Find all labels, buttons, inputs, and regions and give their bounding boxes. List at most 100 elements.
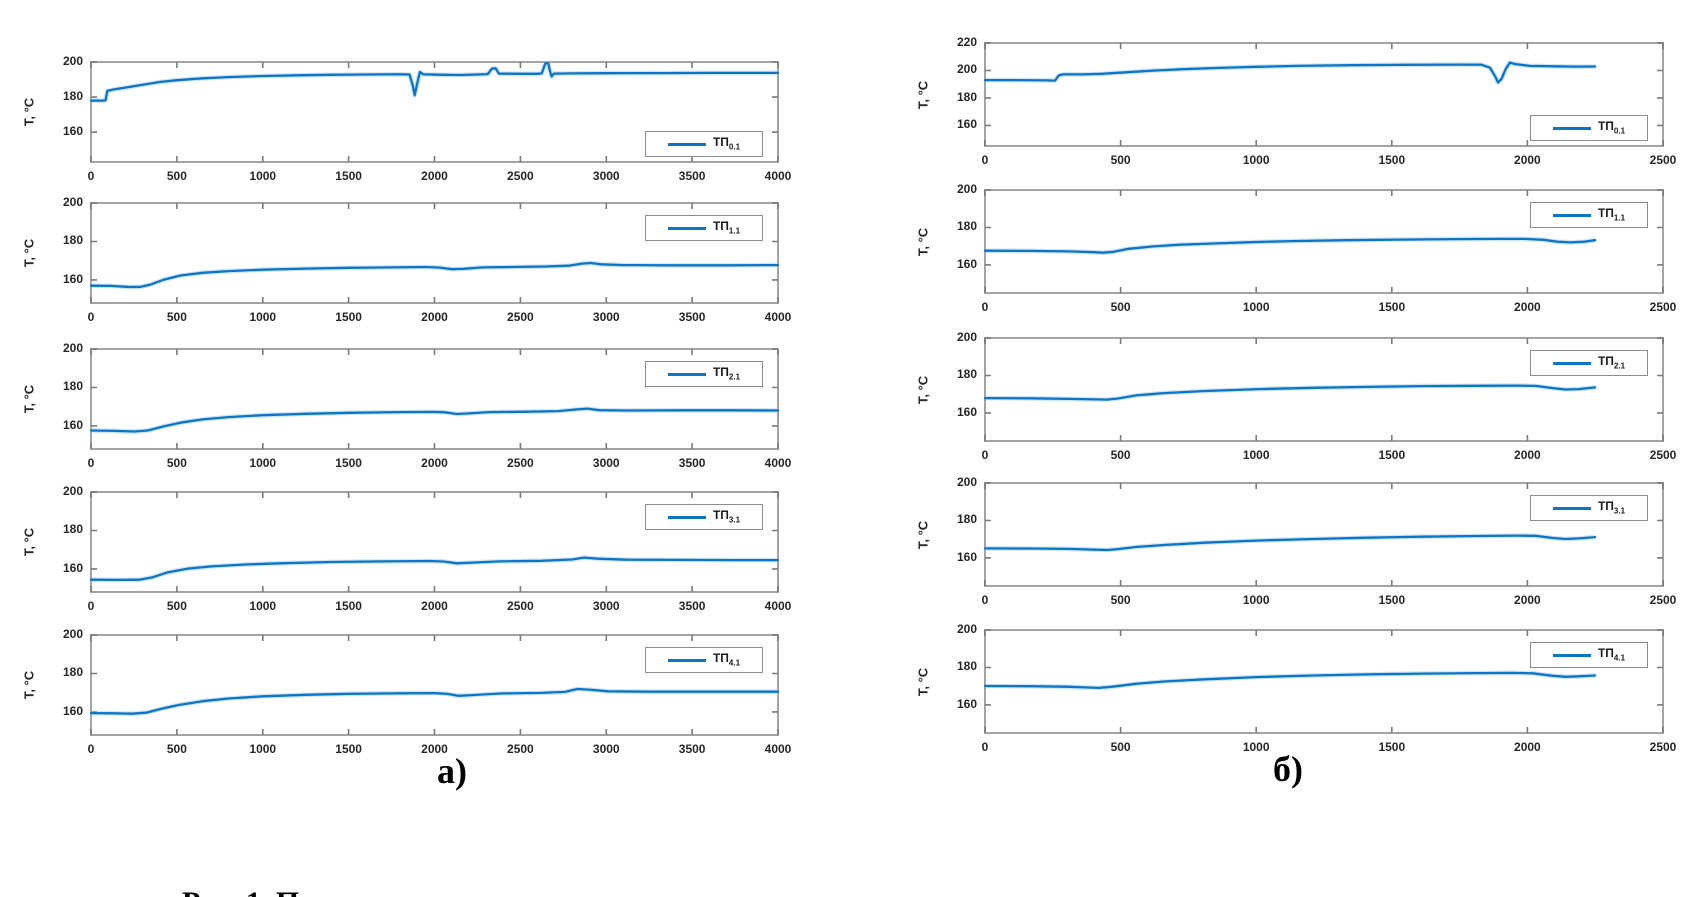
x-tick-label: 0 [981,300,989,314]
legend-label: ТП3.1 [712,508,741,525]
x-tick-label: 500 [166,742,187,756]
x-tick-label: 4000 [764,599,792,613]
y-tick-label: 180 [62,233,83,248]
x-tick-label: 1000 [249,169,277,183]
x-tick-label: 1000 [1242,593,1270,607]
y-tick-label: 200 [62,627,83,641]
x-tick-label: 1500 [335,310,362,324]
y-axis-label: T, °C [915,375,931,404]
caption-text: Рис. 1. П [182,886,602,897]
x-tick-label: 0 [981,153,989,167]
x-tick-label: 2000 [1514,740,1541,754]
x-tick-label: 1000 [1242,740,1270,754]
x-tick-label: 3000 [592,310,620,324]
y-tick-label: 180 [62,379,83,394]
legend-line-sample [667,372,706,376]
x-tick-label: 2000 [1514,300,1541,314]
legend-label: ТП0.1 [1597,119,1626,136]
x-tick-label: 2500 [1649,593,1677,607]
tick-marks [90,348,779,449]
temperature-trace [983,61,1597,84]
legend-label: ТП1.1 [1597,206,1626,223]
temperature-trace [89,61,780,102]
tick-marks [984,189,1664,293]
y-tick-label: 160 [956,404,977,419]
x-tick-label: 2500 [507,169,534,183]
y-tick-label: 160 [956,256,977,271]
legend-box: ТП4.1 [645,647,763,673]
y-axis-label: T, °C [21,97,37,127]
y-axis-label: T, °C [21,238,37,268]
legend-label: ТП4.1 [1597,646,1626,663]
temperature-trace [89,687,780,715]
y-tick-label: 180 [956,659,977,674]
x-tick-label: 2500 [1649,153,1677,167]
y-axis-label: T, °C [21,670,37,700]
tick-marks [984,337,1664,441]
legend-box: ТП1.1 [1530,202,1648,228]
temperature-trace [89,407,780,433]
legend-line-sample [1552,506,1591,510]
x-tick-label: 3500 [678,456,706,470]
legend-box: ТП3.1 [1530,495,1648,521]
legend-line-sample [1552,213,1591,217]
x-tick-label: 1500 [1378,593,1406,607]
legend-box: ТП1.1 [645,215,763,241]
x-tick-label: 0 [981,593,989,607]
x-tick-label: 500 [1110,740,1131,754]
x-tick-label: 0 [87,456,95,470]
legend-label: ТП3.1 [1597,499,1626,516]
y-tick-label: 160 [62,124,83,139]
y-tick-label: 180 [956,512,977,527]
y-tick-label: 160 [62,703,83,718]
legend-line-sample [667,658,706,662]
temperature-trace [983,534,1597,552]
tick-marks [984,482,1664,586]
temperature-trace [89,556,780,582]
y-tick-label: 200 [956,475,977,489]
x-tick-label: 3000 [592,456,620,470]
x-tick-label: 3500 [678,169,706,183]
x-tick-label: 500 [1110,300,1131,314]
x-tick-label: 4000 [764,742,792,756]
x-tick-label: 2000 [421,456,448,470]
legend-label: ТП1.1 [712,219,741,236]
legend-box: ТП4.1 [1530,642,1648,668]
x-tick-label: 3500 [678,599,706,613]
x-tick-label: 3000 [592,599,620,613]
y-tick-label: 200 [62,341,83,355]
x-tick-label: 1500 [335,599,362,613]
x-tick-label: 2000 [1514,153,1541,167]
legend-box: ТП2.1 [645,361,763,387]
y-tick-label: 160 [62,560,83,575]
temperature-trace [983,384,1597,401]
y-tick-label: 200 [62,484,83,498]
x-tick-label: 500 [166,599,187,613]
x-tick-label: 4000 [764,456,792,470]
y-axis-label: T, °C [915,80,931,109]
x-tick-label: 0 [981,448,989,462]
tick-marks [90,202,779,303]
x-tick-label: 3500 [678,310,706,324]
y-axis-label: T, °C [21,527,37,557]
x-tick-label: 2000 [421,169,448,183]
x-tick-label: 500 [166,456,187,470]
x-tick-label: 1000 [249,310,277,324]
legend-label: ТП0.1 [712,135,741,152]
subplot-b-3 [983,337,1664,442]
legend-label: ТП2.1 [712,365,741,382]
legend-line-sample [667,142,706,146]
legend-box: ТП0.1 [645,131,763,157]
x-tick-label: 500 [166,310,187,324]
x-tick-label: 0 [87,599,95,613]
legend-box: ТП0.1 [1530,115,1648,141]
x-tick-label: 3000 [592,169,620,183]
x-tick-label: 2500 [507,742,534,756]
x-tick-label: 500 [166,169,187,183]
x-tick-label: 1000 [1242,300,1270,314]
y-tick-label: 200 [956,330,977,344]
x-tick-label: 2500 [1649,740,1677,754]
x-tick-label: 4000 [764,310,792,324]
